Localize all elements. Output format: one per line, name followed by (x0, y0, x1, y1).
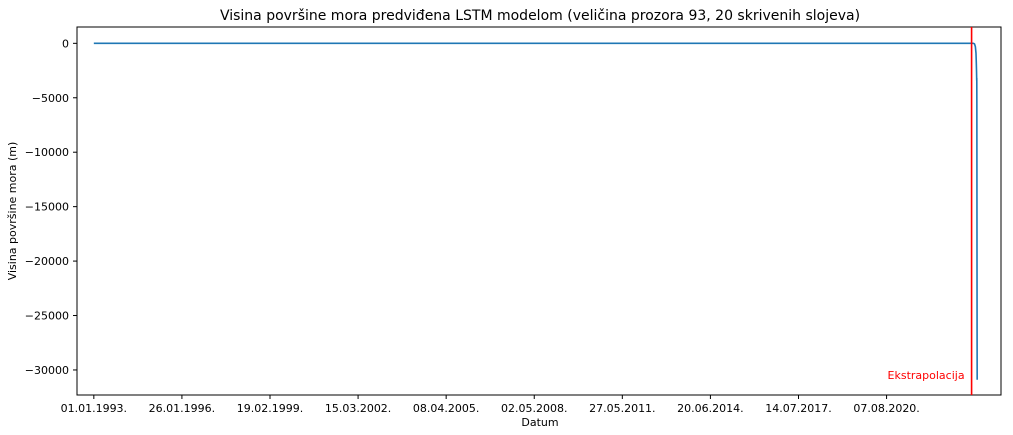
overlay-layer: Ekstrapolacija (888, 27, 973, 395)
plot-frame (76, 26, 1002, 396)
x-tick-label: 19.02.1999. (237, 402, 303, 415)
x-tick-label: 07.08.2020. (853, 402, 919, 415)
y-axis-label: Visina površine mora (m) (6, 142, 19, 281)
y-tick-label: −30000 (25, 364, 69, 377)
y-axis: 0 −5000 −10000 −15000 −20000 −25000 −30000 (25, 37, 77, 377)
x-tick-label: 14.07.2017. (765, 402, 831, 415)
x-tick-label: 01.01.1993. (61, 402, 127, 415)
x-tick-label: 02.05.2008. (501, 402, 567, 415)
y-tick-label: −25000 (25, 310, 69, 323)
series-line (93, 42, 978, 380)
x-tick-label: 27.05.2011. (589, 402, 655, 415)
x-axis: 01.01.1993. 26.01.1996. 19.02.1999. 15.03.2… (61, 395, 920, 415)
y-tick-label: −5000 (32, 92, 69, 105)
y-tick-label: 0 (62, 37, 69, 50)
plot-area (76, 26, 1002, 396)
x-tick-label: 08.04.2005. (413, 402, 479, 415)
y-tick-label: −20000 (25, 255, 69, 268)
extrapolation-annotation: Ekstrapolacija (888, 369, 965, 382)
series-layer (93, 42, 978, 380)
x-tick-label: 20.06.2014. (677, 402, 743, 415)
x-axis-label: Datum (521, 416, 558, 429)
chart-title: Visina površine mora predviđena LSTM mod… (220, 8, 860, 24)
y-tick-label: −10000 (25, 146, 69, 159)
y-tick-label: −15000 (25, 201, 69, 214)
x-tick-label: 15.03.2002. (325, 402, 391, 415)
x-tick-label: 26.01.1996. (149, 402, 215, 415)
